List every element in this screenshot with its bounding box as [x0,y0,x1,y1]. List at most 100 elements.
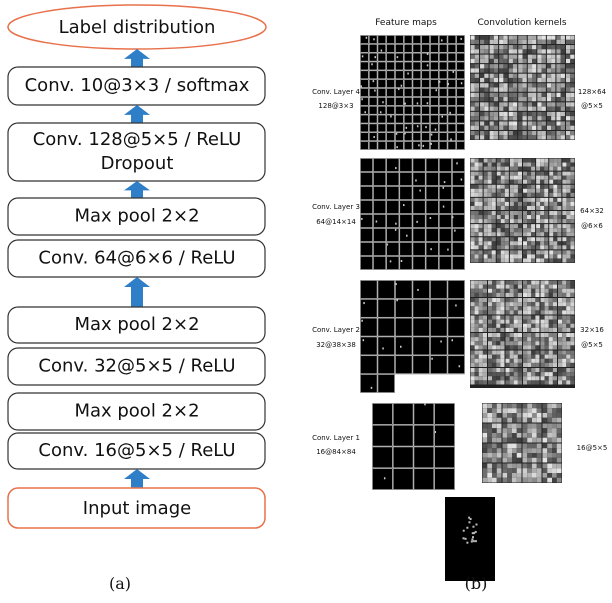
kernel-px [570,45,574,49]
kernel-px [542,49,546,53]
kernel-px [570,40,574,44]
kernel-px [532,116,536,120]
kernel-px [549,380,553,384]
kernel-px [532,408,537,413]
kernel-px [488,237,492,241]
kernel-px [471,219,475,223]
kernel-px [541,328,545,332]
kernel-px [492,359,496,363]
cell [430,97,438,105]
kernel-px [527,316,531,320]
cell [360,35,368,43]
kernel-px [541,333,545,337]
kernel-px [540,224,544,228]
kernel-px [527,345,531,349]
kernel-px [558,355,562,359]
kernel-px [494,64,498,68]
kernel-px [527,359,531,363]
kernel-px [471,237,475,241]
kernel-px [553,351,557,355]
cell [404,71,412,79]
kernel-px [510,310,514,314]
kernel-px [531,289,535,293]
kernel-px [512,404,517,409]
kernel-px [523,453,528,458]
kernel-px [570,355,574,359]
kernel-px [523,281,527,285]
kernel-px [553,180,557,184]
cell [448,71,456,79]
cell [457,115,465,123]
cell [393,469,413,490]
kernel-px [557,448,562,453]
kernel-px [475,83,479,87]
kernel-px [543,444,548,449]
kernel-px [503,131,507,135]
spot [468,521,470,523]
kernel-px [553,189,557,193]
kernel-px [531,333,535,337]
cell [448,133,456,141]
kernel-px [490,107,494,111]
panel-b: Feature maps Convolution kernels Conv. L… [312,18,607,581]
cell [414,469,434,490]
kernel-px [527,180,531,184]
kernel-px [512,433,517,438]
kernel-px [518,241,522,245]
kernel-px [479,298,483,302]
spot [441,116,443,118]
kernel-px [552,433,557,438]
kernel-px [542,131,546,135]
cell [374,200,386,213]
kernel-px [500,380,504,384]
kernel-px [497,468,502,473]
kernel-px [542,126,546,130]
kernel-px [490,45,494,49]
kernel-px [552,448,557,453]
kernel-px [553,176,557,180]
kernel-px [471,167,475,171]
kernel-px [528,74,532,78]
kernel-px [553,159,557,163]
kernel-px [471,49,475,53]
kernel-px [557,163,561,167]
kernel-px [570,376,574,380]
kernel-px [562,250,566,254]
kernel-px [551,121,555,125]
kernel-px [557,258,561,262]
kernel-px [547,444,552,449]
kernel-px [492,324,496,328]
kernel-px [494,59,498,63]
kernel-px [471,64,475,68]
cell [439,124,447,132]
kernel-px [507,404,512,409]
kernel-px [542,78,546,82]
kernel-px [541,316,545,320]
cell [413,35,421,43]
kernel-px [566,254,570,258]
kernel-px [471,254,475,258]
kernel-px [479,206,483,210]
kernel-px [557,159,561,163]
kernel-px [518,250,522,254]
kernel-px [510,211,514,215]
spot [423,145,425,147]
kernel-px [523,40,527,44]
cell [413,44,421,52]
kernel-px [551,40,555,44]
spot [475,524,477,526]
kernel-px [471,250,475,254]
kernel-px [518,237,522,241]
cell [400,172,412,185]
kernel-px [523,404,528,409]
kernel-px [480,49,484,53]
cell [372,403,392,424]
cell [448,88,456,96]
spot [406,127,408,129]
kernel-px [513,107,517,111]
kernel-px [514,250,518,254]
kernel-px [494,97,498,101]
kernel-px [566,193,570,197]
kernel-px [514,163,518,167]
kernel-px [570,176,574,180]
